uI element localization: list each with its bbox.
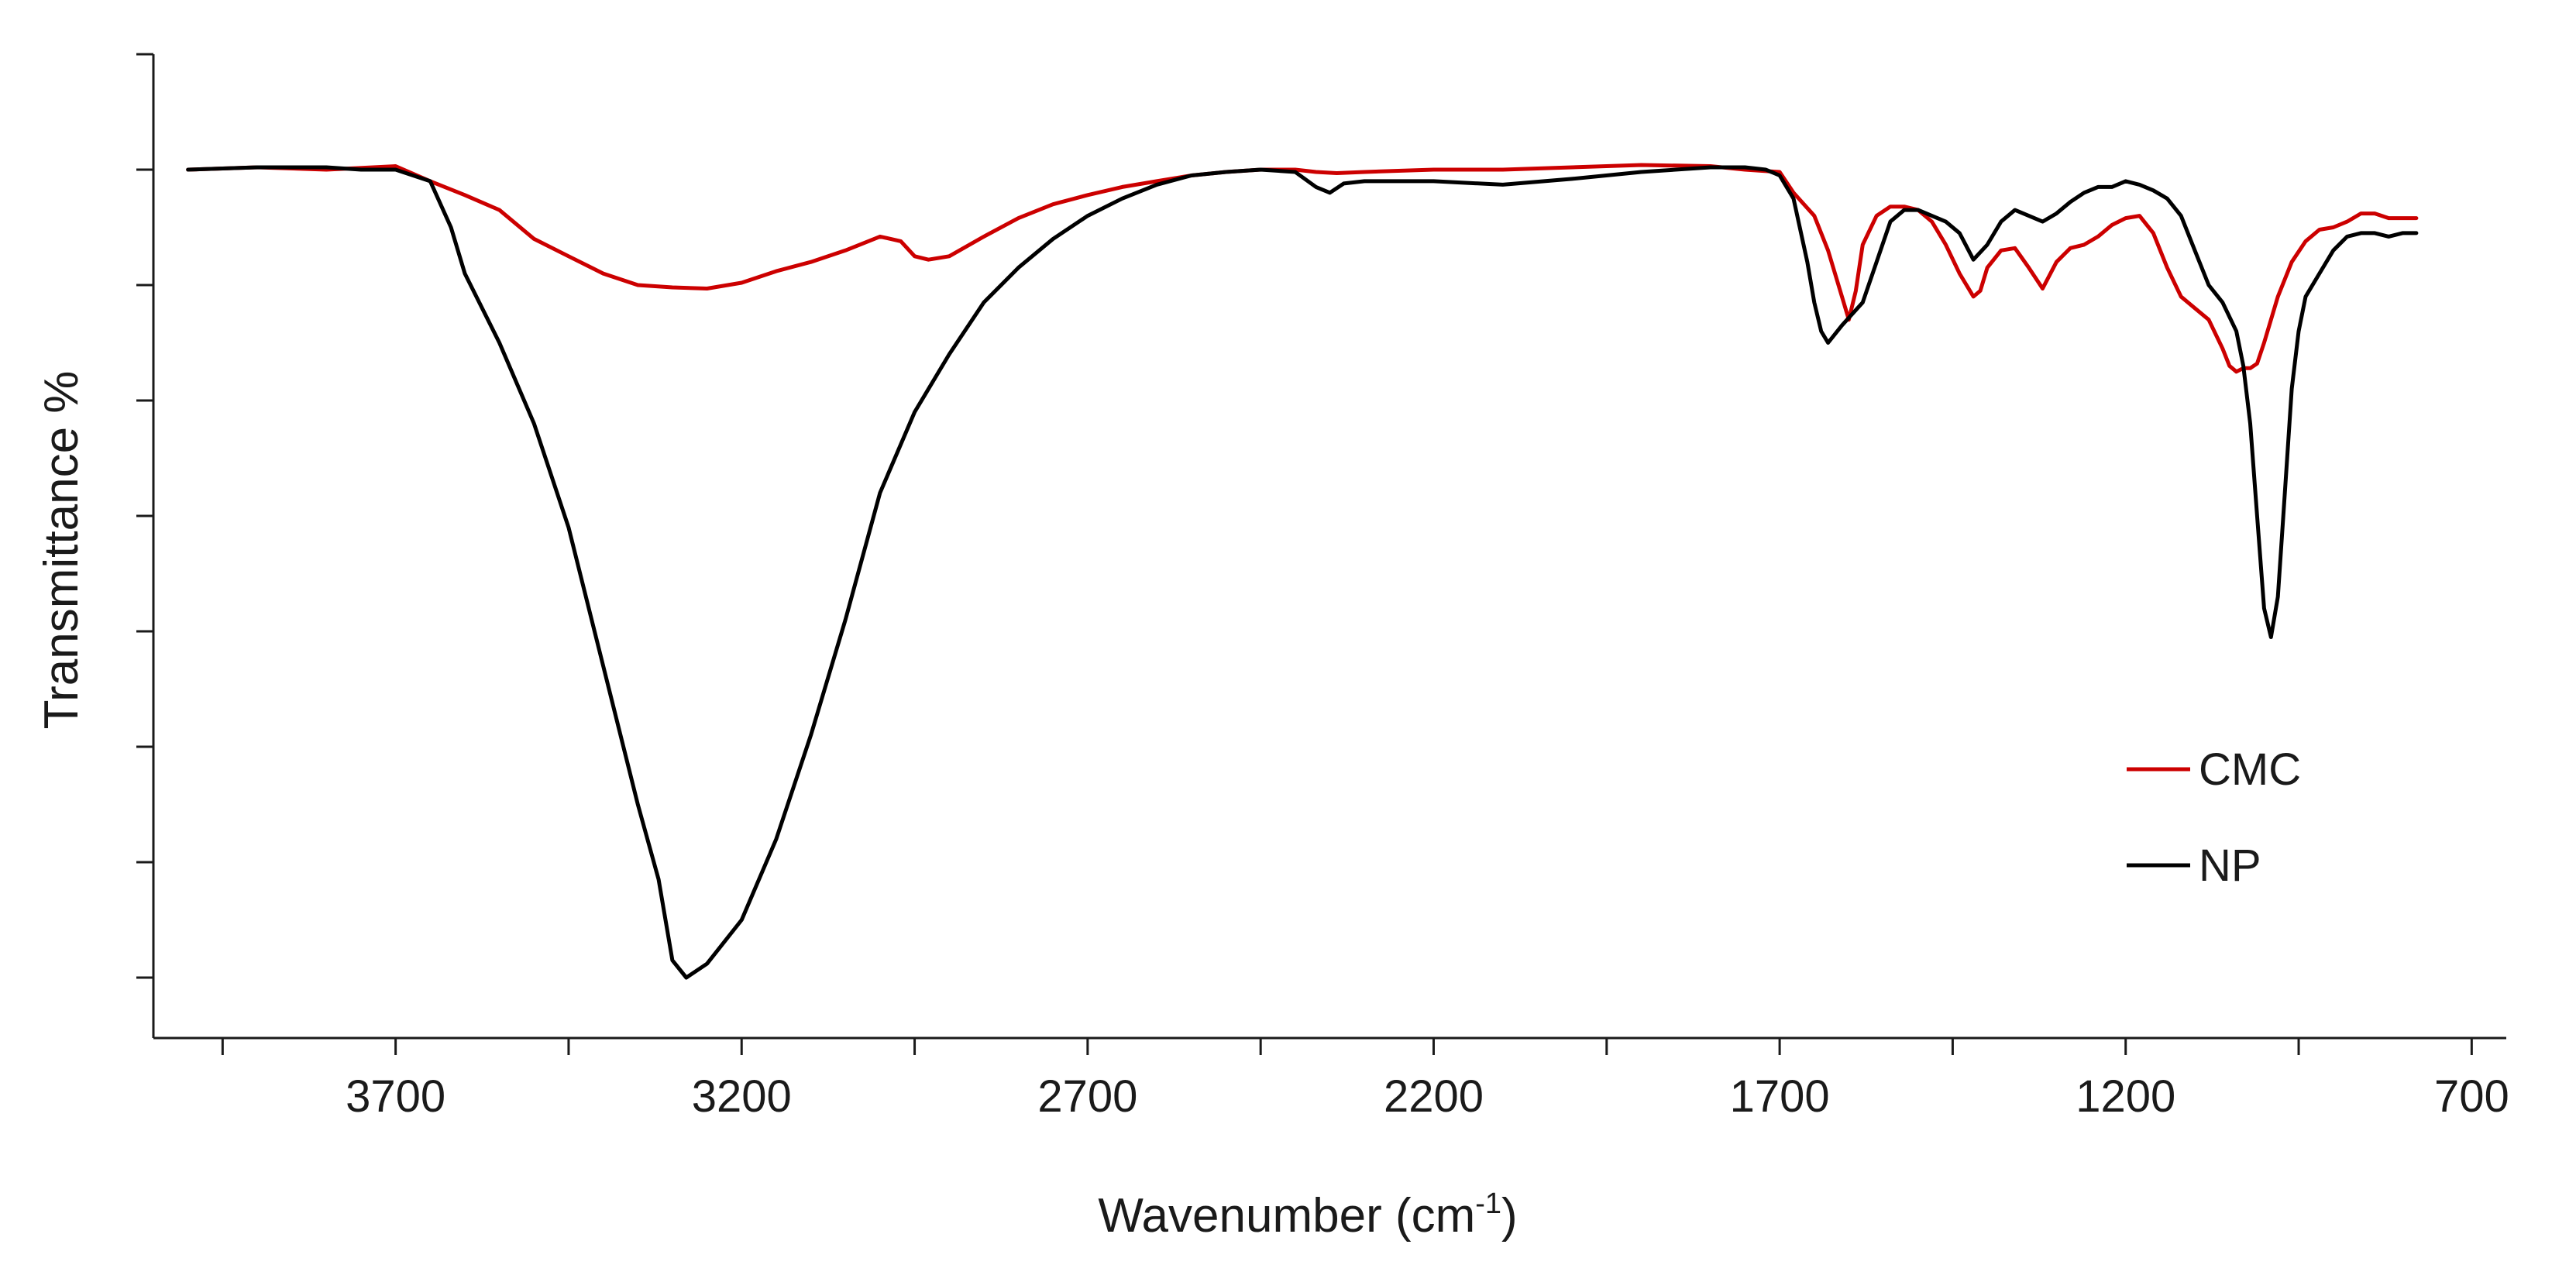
x-tick-label: 2200 [1384, 1071, 1484, 1122]
series-line-np [186, 165, 2419, 980]
axes [136, 53, 2506, 1055]
y-axis-title: Transmittance % [35, 371, 88, 730]
x-tick-label: 700 [2434, 1071, 2509, 1122]
x-axis-title: Wavenumber (cm-1) [1098, 1188, 1517, 1243]
x-tick-label: 1200 [2076, 1071, 2175, 1122]
x-tick-labels: 3700 3200 2700 2200 1700 1200 700 [346, 1071, 2509, 1122]
x-axis-title-sup: -1 [1475, 1188, 1501, 1220]
x-axis-title-close: ) [1501, 1189, 1518, 1243]
x-tick-label: 1700 [1730, 1071, 1830, 1122]
x-axis-title-main: Wavenumber (cm [1098, 1189, 1475, 1243]
series-layer [186, 163, 2419, 980]
legend-label-np: NP [2199, 840, 2261, 891]
x-tick-label: 2700 [1037, 1071, 1137, 1122]
legend: CMC NP [2127, 744, 2301, 891]
legend-label-cmc: CMC [2199, 744, 2301, 795]
x-tick-label: 3700 [346, 1071, 445, 1122]
x-tick-label: 3200 [692, 1071, 792, 1122]
